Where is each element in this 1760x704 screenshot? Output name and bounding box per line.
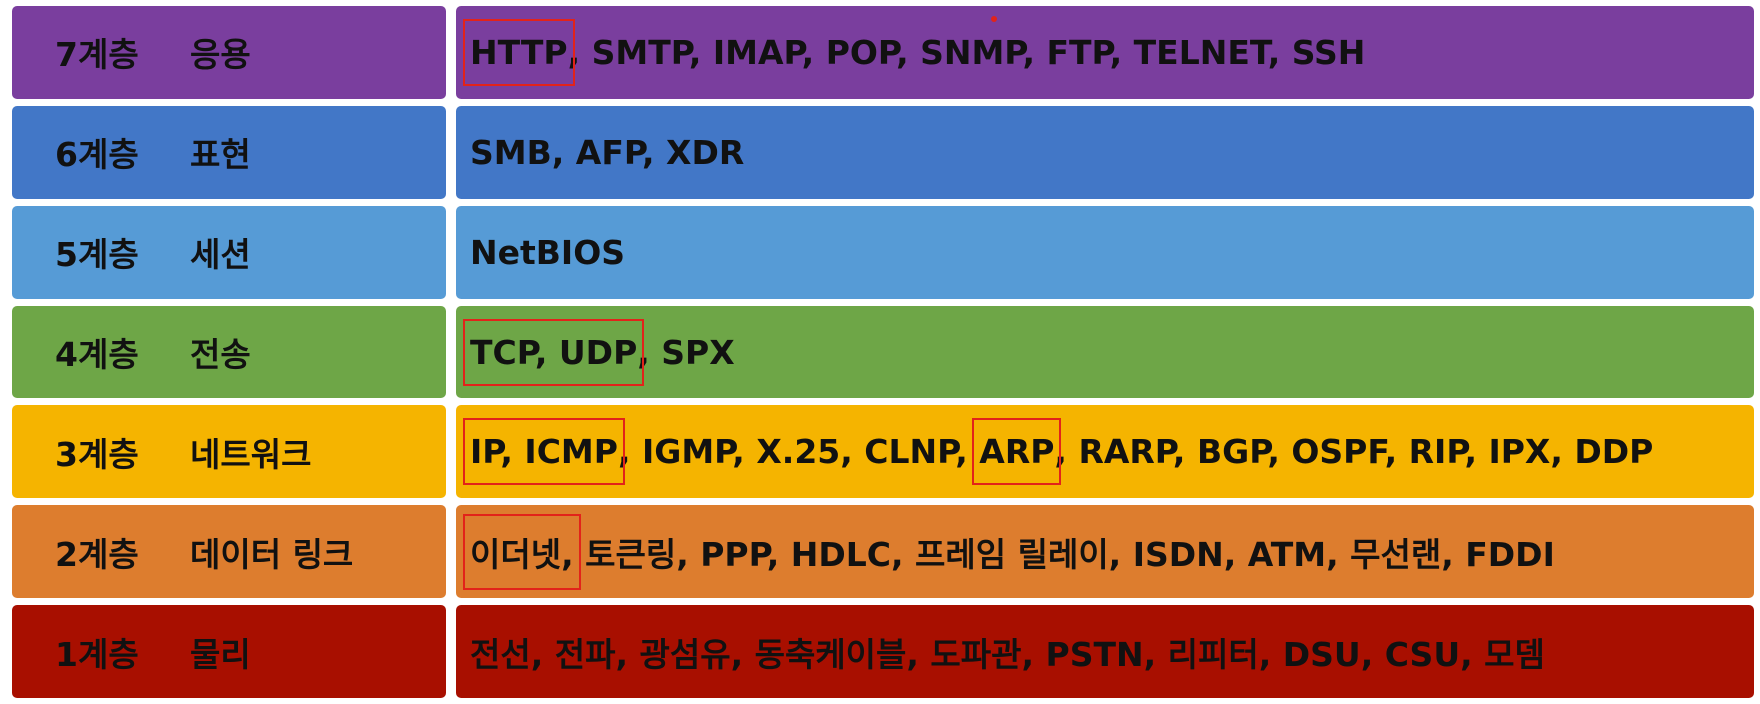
layer-label-cell: 2계층 데이터 링크 bbox=[12, 505, 446, 599]
layer-name: 응용 bbox=[190, 35, 251, 75]
layer-label-cell: 6계층 표현 bbox=[12, 105, 446, 199]
protocol-list: 전선, 전파, 광섬유, 동축케이블, 도파관, PSTN, 리피터, DSU,… bbox=[470, 634, 1545, 674]
layer-name: 세션 bbox=[190, 235, 251, 275]
layer-protocols-cell: IP, ICMP , IGMP, X.25, CLNP, ARP , RARP,… bbox=[456, 405, 1754, 499]
protocol-list: , IGMP, X.25, CLNP, bbox=[617, 432, 980, 472]
layer-protocols-cell: SMB, AFP, XDR bbox=[456, 105, 1754, 199]
protocol-list: 토큰링, PPP, HDLC, 프레임 릴레이, ISDN, ATM, 무선랜,… bbox=[573, 534, 1555, 574]
layer-name: 전송 bbox=[190, 335, 251, 374]
protocol-list: , SPX bbox=[637, 332, 735, 372]
layer-number: 2계층 bbox=[55, 534, 139, 574]
layer-name: 표현 bbox=[190, 135, 251, 175]
layer-name: 네트워크 bbox=[190, 434, 312, 474]
layer-row-1: 1계층 물리 전선, 전파, 광섬유, 동축케이블, 도파관, PSTN, 리피… bbox=[12, 605, 1754, 699]
layer-protocols-cell: 이더넷, 토큰링, PPP, HDLC, 프레임 릴레이, ISDN, ATM,… bbox=[456, 505, 1754, 599]
layer-name: 물리 bbox=[190, 634, 251, 674]
layer-number: 6계층 bbox=[55, 135, 139, 175]
layer-number: 4계층 bbox=[55, 335, 139, 374]
layer-number: 7계층 bbox=[55, 35, 139, 75]
layer-number: 3계층 bbox=[55, 434, 139, 474]
layer-protocols-cell: 전선, 전파, 광섬유, 동축케이블, 도파관, PSTN, 리피터, DSU,… bbox=[456, 605, 1754, 699]
layer-number: 5계층 bbox=[55, 235, 139, 275]
layer-label-cell: 7계층 응용 bbox=[12, 6, 446, 99]
highlighted-protocol: 이더넷, bbox=[463, 513, 581, 590]
layer-row-4: 4계층 전송 TCP, UDP , SPX bbox=[12, 305, 1754, 399]
layer-label-cell: 4계층 전송 bbox=[12, 305, 446, 399]
highlighted-protocol: TCP, UDP bbox=[462, 318, 645, 386]
layer-number: 1계층 bbox=[55, 634, 139, 674]
layer-row-5: 5계층 세션 NetBIOS bbox=[12, 205, 1754, 299]
osi-layer-table: 7계층 응용 HTTP , SMTP, IMAP, POP, SNMP, FTP… bbox=[12, 6, 1754, 699]
protocol-list: NetBIOS bbox=[470, 232, 626, 272]
layer-protocols-cell: HTTP , SMTP, IMAP, POP, SNMP, FTP, TELNE… bbox=[456, 6, 1754, 99]
protocol-list: , RARP, BGP, OSPF, RIP, IPX, DDP bbox=[1054, 432, 1654, 472]
highlighted-protocol: HTTP bbox=[463, 18, 575, 86]
layer-label-cell: 1계층 물리 bbox=[12, 605, 446, 699]
layer-row-6: 6계층 표현 SMB, AFP, XDR bbox=[12, 105, 1754, 199]
layer-row-7: 7계층 응용 HTTP , SMTP, IMAP, POP, SNMP, FTP… bbox=[12, 6, 1754, 99]
protocol-list: SMB, AFP, XDR bbox=[470, 132, 745, 172]
red-dot-mark bbox=[991, 16, 997, 22]
layer-row-2: 2계층 데이터 링크 이더넷, 토큰링, PPP, HDLC, 프레임 릴레이,… bbox=[12, 505, 1754, 599]
protocol-list: , SMTP, IMAP, POP, SNMP, FTP, TELNET, SS… bbox=[567, 32, 1366, 72]
layer-row-3: 3계층 네트워크 IP, ICMP , IGMP, X.25, CLNP, AR… bbox=[12, 405, 1754, 499]
highlighted-protocol: ARP bbox=[972, 418, 1062, 486]
layer-label-cell: 3계층 네트워크 bbox=[12, 405, 446, 499]
layer-name: 데이터 링크 bbox=[190, 534, 354, 574]
layer-label-cell: 5계층 세션 bbox=[12, 205, 446, 299]
highlighted-protocol: IP, ICMP bbox=[463, 418, 625, 486]
layer-protocols-cell: NetBIOS bbox=[456, 205, 1754, 299]
layer-protocols-cell: TCP, UDP , SPX bbox=[456, 305, 1754, 399]
